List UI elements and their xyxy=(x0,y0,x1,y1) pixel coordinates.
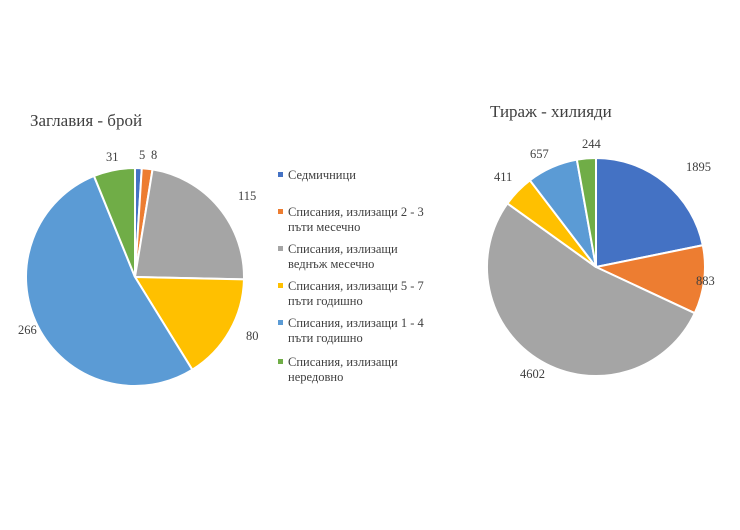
pie-1-slice-5 xyxy=(575,156,597,268)
pie-0-data-label-4: 266 xyxy=(18,323,37,337)
pie-1-slice-2 xyxy=(485,202,697,377)
left-pie-chart: 5 8 115 80 266 31 xyxy=(18,148,259,387)
right-pie-chart: 1895 883 4602 411 657 244 xyxy=(485,137,715,381)
legend-label-5-line-0: Списания, излизащи xyxy=(288,355,398,369)
pie-0-slice-3 xyxy=(133,275,245,372)
legend-label-4-line-1: пъти годишно xyxy=(288,331,363,345)
pie-1-slice-0 xyxy=(595,156,704,269)
pie-0-data-label-3: 80 xyxy=(246,329,259,343)
legend-swatch-4 xyxy=(278,320,283,325)
legend-swatch-3 xyxy=(278,283,283,288)
pie-0-slice-4 xyxy=(25,174,194,387)
pie-1-data-label-2: 4602 xyxy=(520,367,545,381)
legend-swatch-0 xyxy=(278,172,283,177)
legend-label-1-line-1: пъти месечно xyxy=(288,220,360,234)
pie-0-data-label-1: 8 xyxy=(151,148,157,162)
pie-0-data-label-5: 31 xyxy=(106,150,119,164)
legend-label-3-line-1: пъти годишно xyxy=(288,294,363,308)
pie-0-slice-2 xyxy=(133,168,245,281)
pie-0-data-label-0: 5 xyxy=(139,148,145,162)
legend-label-2-line-1: веднъж месечно xyxy=(288,257,374,271)
pie-1-data-label-1: 883 xyxy=(696,274,715,288)
legend-label-5-line-1: нередовно xyxy=(288,370,343,384)
legend-swatch-2 xyxy=(278,246,283,251)
legend-label-0-line-0: Седмичници xyxy=(288,168,356,182)
legend-label-1-line-0: Списания, излизащи 2 - 3 xyxy=(288,205,424,219)
legend-label-3-line-0: Списания, излизащи 5 - 7 xyxy=(288,279,424,293)
legend-item-0: Седмичници xyxy=(278,168,356,182)
pie-0-data-label-2: 115 xyxy=(238,189,256,203)
right-chart-title: Тираж - хилияди xyxy=(490,102,612,121)
pie-1-data-label-0: 1895 xyxy=(686,160,711,174)
pie-1-data-label-4: 657 xyxy=(530,147,549,161)
pie-1-data-label-5: 244 xyxy=(582,137,602,151)
legend-swatch-5 xyxy=(278,359,283,364)
legend-swatch-1 xyxy=(278,209,283,214)
left-chart-title: Заглавия - брой xyxy=(30,111,142,130)
pie-1-data-label-3: 411 xyxy=(494,170,512,184)
legend-label-4-line-0: Списания, излизащи 1 - 4 xyxy=(288,316,424,330)
legend-label-2-line-0: Списания, излизащи xyxy=(288,242,398,256)
pie-0-slice-5 xyxy=(92,166,136,278)
